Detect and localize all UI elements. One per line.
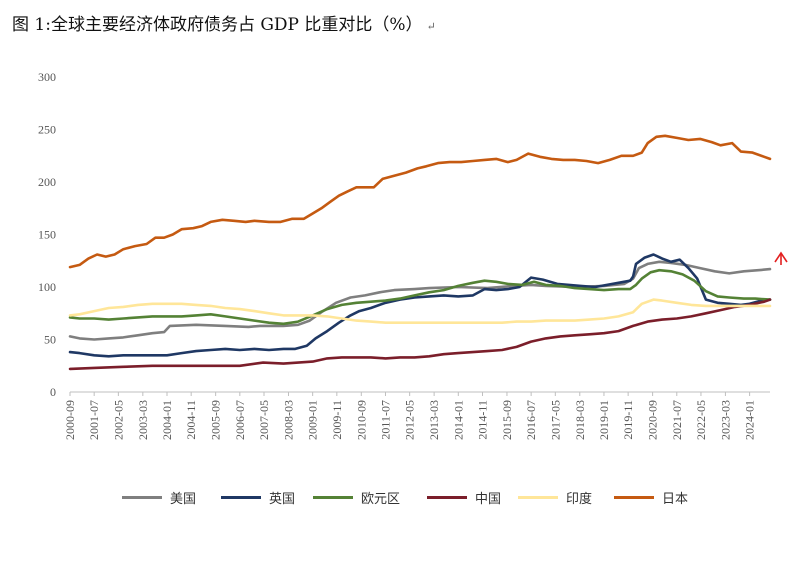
x-tick-label: 2012-05 <box>403 400 417 440</box>
x-tick-label: 2009-11 <box>330 400 344 440</box>
x-tick-label: 2002-05 <box>111 400 125 440</box>
legend-item: 美国 <box>122 485 196 509</box>
chart-title: 图 1:全球主要经济体政府债务占 GDP 比重对比（%） ↵ <box>12 15 436 35</box>
series-line-4 <box>68 298 772 324</box>
chart-legend: 美国 英国 欧元区 中国 印度 日本 <box>0 485 792 509</box>
x-tick-label: 2015-09 <box>500 400 514 440</box>
y-tick-label: 200 <box>38 175 56 189</box>
legend-label: 日本 <box>662 491 689 507</box>
legend-label: 英国 <box>269 491 296 507</box>
legend-label: 美国 <box>170 491 197 507</box>
x-tick-label: 2017-05 <box>548 400 562 440</box>
x-tick-label: 2020-09 <box>646 400 660 440</box>
y-axis: 0 50 100 150 200 250 300 <box>38 70 56 399</box>
legend-swatch <box>518 495 558 499</box>
x-tick-label: 2001-07 <box>87 400 101 440</box>
series-line-3 <box>68 298 772 371</box>
x-tick-label: 2021-07 <box>670 400 684 440</box>
x-tick-label: 2018-03 <box>573 400 587 440</box>
y-tick-label: 300 <box>38 70 56 84</box>
legend-label: 中国 <box>475 491 502 507</box>
x-tick-label: 2006-07 <box>233 400 247 440</box>
x-tick-label: 2019-11 <box>621 400 635 440</box>
x-tick-label: 2007-05 <box>257 400 271 440</box>
legend-item: 印度 <box>518 485 592 509</box>
legend-swatch <box>614 495 654 499</box>
x-axis: 2000-09 2001-07 2002-05 2003-03 2004-01 2004-… <box>63 391 770 440</box>
x-tick-label: 2004-11 <box>184 400 198 440</box>
legend-swatch <box>427 495 467 499</box>
x-tick-label: 2019-01 <box>597 400 611 440</box>
return-mark-icon: ↵ <box>426 20 436 33</box>
legend-label: 欧元区 <box>361 491 401 507</box>
series-line-1 <box>68 253 772 358</box>
legend-item: 欧元区 <box>313 485 400 509</box>
x-tick-label: 2014-11 <box>475 400 489 440</box>
series-line-2 <box>68 268 772 326</box>
y-tick-label: 0 <box>50 385 56 399</box>
legend-item: 英国 <box>221 485 295 509</box>
legend-swatch <box>313 495 353 499</box>
y-tick-label: 100 <box>38 280 56 294</box>
legend-item: 日本 <box>614 485 688 509</box>
x-tick-label: 2023-03 <box>718 400 732 440</box>
x-tick-label: 2013-03 <box>427 400 441 440</box>
legend-label: 印度 <box>566 491 593 507</box>
x-tick-label: 2009-01 <box>306 400 320 440</box>
x-tick-label: 2014-01 <box>451 400 465 440</box>
y-tick-label: 250 <box>38 123 56 137</box>
series-layer <box>68 134 772 371</box>
x-tick-label: 2011-07 <box>378 400 392 440</box>
x-tick-label: 2000-09 <box>63 400 77 440</box>
x-tick-label: 2024-01 <box>743 400 757 440</box>
x-tick-label: 2016-07 <box>524 400 538 440</box>
up-arrow-annotation <box>774 251 788 265</box>
x-tick-label: 2003-03 <box>136 400 150 440</box>
legend-swatch <box>221 495 261 499</box>
legend-swatch <box>122 495 162 499</box>
x-tick-label: 2010-09 <box>354 400 368 440</box>
series-line-0 <box>68 260 772 341</box>
x-tick-label: 2008-03 <box>281 400 295 440</box>
y-tick-label: 50 <box>44 333 56 347</box>
y-tick-label: 150 <box>38 228 56 242</box>
legend-item: 中国 <box>427 485 501 509</box>
x-tick-label: 2005-09 <box>209 400 223 440</box>
x-tick-label: 2004-01 <box>160 400 174 440</box>
series-line-5 <box>68 134 772 269</box>
x-tick-label: 2022-05 <box>694 400 708 440</box>
